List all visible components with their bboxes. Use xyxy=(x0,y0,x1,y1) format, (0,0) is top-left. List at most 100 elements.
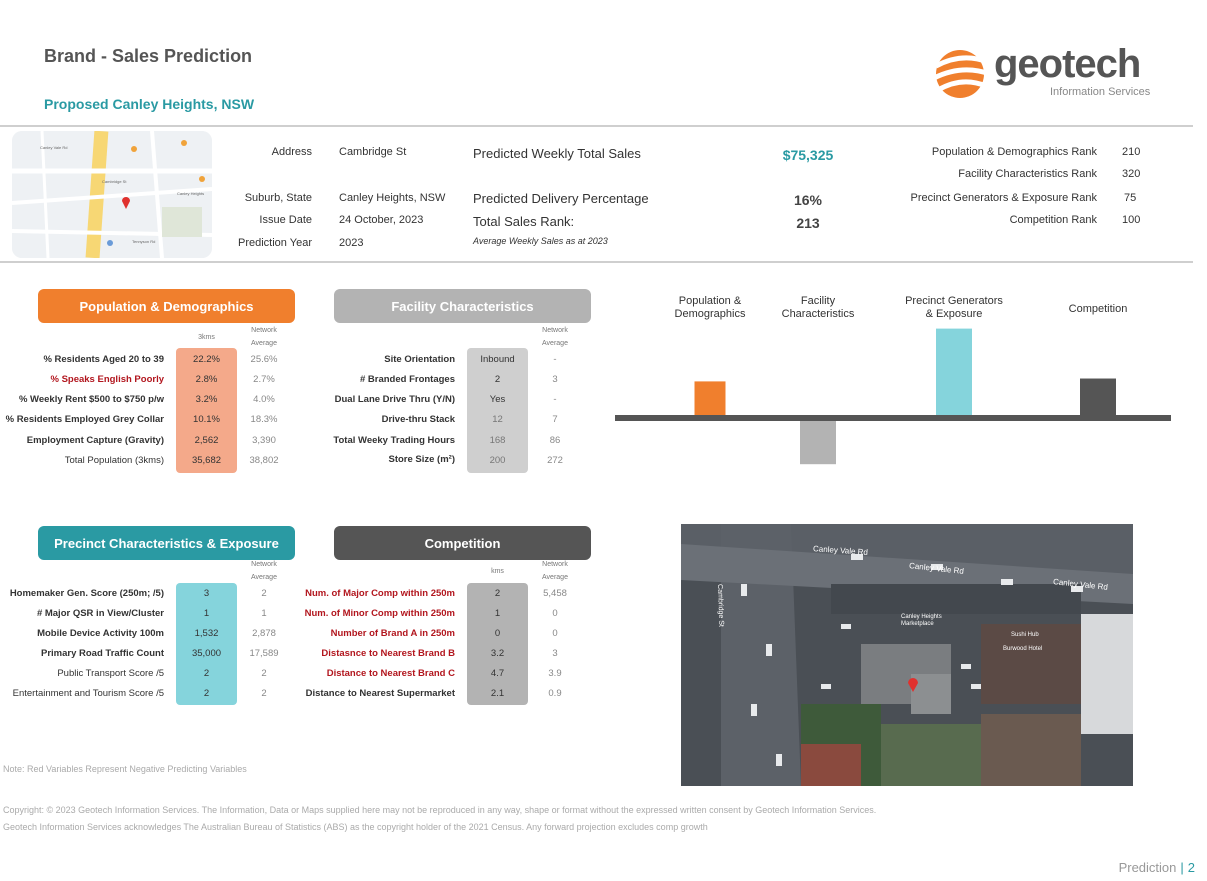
competition-panel-header: Competition xyxy=(334,526,591,560)
issue-date-value: 24 October, 2023 xyxy=(339,214,424,226)
aerial-road-label-4: Cambridge St xyxy=(716,584,725,628)
population-net-header: Network Average xyxy=(238,324,290,350)
chart-category-label: Precinct Generators & Exposure xyxy=(905,295,1003,320)
sales-rank-label: Total Sales Rank: xyxy=(473,214,575,229)
competition-col-header: kms xyxy=(491,568,504,575)
facility-row-value: Yes xyxy=(489,394,506,405)
population-panel-title: Population & Demographics xyxy=(79,298,254,314)
delivery-label: Predicted Delivery Percentage xyxy=(473,191,649,206)
address-label: Address xyxy=(271,146,312,158)
competition-row-network: 3.9 xyxy=(548,668,562,679)
prediction-year-label: Prediction Year xyxy=(238,237,312,249)
facility-row-value: 2 xyxy=(494,374,501,385)
page-footer: Prediction | 2 xyxy=(1119,860,1195,875)
population-row-value: 3.2% xyxy=(195,394,218,405)
facility-panel-title: Facility Characteristics xyxy=(391,298,534,314)
precinct-net-header: Network Average xyxy=(238,558,290,584)
aerial-pin-icon xyxy=(908,678,918,692)
population-row-label: Employment Capture (Gravity) xyxy=(26,435,164,446)
facility-net-header-line2: Average xyxy=(542,340,568,347)
facility-row-label: Site Orientation xyxy=(384,354,455,365)
copyright-line-1: Copyright: © 2023 Geotech Information Se… xyxy=(3,805,877,815)
facility-row-label: # Branded Frontages xyxy=(359,374,455,385)
chart-category-label: Competition xyxy=(1069,303,1128,315)
rank-label-precinct: Precinct Generators & Exposure Rank xyxy=(910,192,1097,204)
facility-row-network: 3 xyxy=(552,374,558,385)
geotech-logo: geotech Information Services xyxy=(932,42,1172,106)
competition-row-label: Number of Brand A in 250m xyxy=(330,628,455,639)
competition-net-header-line1: Network xyxy=(542,561,568,568)
population-row-value: 35,682 xyxy=(191,455,222,466)
precinct-row-value: 2 xyxy=(203,668,210,679)
facility-row-network: 272 xyxy=(547,455,563,466)
prediction-year-value: 2023 xyxy=(339,237,364,249)
rank-value-population: 210 xyxy=(1122,146,1141,158)
facility-row-network: 86 xyxy=(549,435,561,446)
population-net-header-line1: Network xyxy=(251,327,277,334)
competition-row-network: 5,458 xyxy=(543,588,567,599)
precinct-net-header-line2: Average xyxy=(251,574,277,581)
aerial-poi-label-3: Burwood Hotel xyxy=(1003,646,1043,652)
facility-net-header: Network Average xyxy=(530,324,580,350)
facility-row-label: Store Size (m²) xyxy=(388,454,455,465)
competition-row-value: 1 xyxy=(494,608,501,619)
chart-bar xyxy=(800,421,836,465)
competition-net-header: Network Average xyxy=(530,558,580,584)
map-label-road-2: Cambridge St xyxy=(102,179,127,184)
sales-note: Average Weekly Sales as at 2023 xyxy=(473,236,608,246)
precinct-row-network: 2 xyxy=(261,668,267,679)
chart-bar xyxy=(694,381,726,415)
precinct-row-value: 1 xyxy=(203,608,210,619)
population-row-network: 4.0% xyxy=(253,394,275,405)
logo-wordmark: geotech xyxy=(994,42,1141,86)
suburb-value: Canley Heights, NSW xyxy=(339,192,446,204)
facility-row-value: Inbound xyxy=(480,354,515,365)
location-map[interactable]: Canley Vale Rd Cambridge St Canley Heigh… xyxy=(12,131,212,258)
population-row-label: % Residents Aged 20 to 39 xyxy=(43,354,164,365)
facility-net-header-line1: Network xyxy=(542,327,568,334)
info-divider xyxy=(0,261,1193,263)
competition-row-value: 4.7 xyxy=(490,668,505,679)
precinct-row-value: 2 xyxy=(203,688,210,699)
precinct-row-label: Primary Road Traffic Count xyxy=(41,648,164,659)
competition-highlight-column xyxy=(467,583,528,705)
factor-bar-chart: Population & Demographics Facility Characte… xyxy=(615,295,1171,465)
page-subtitle: Proposed Canley Heights, NSW xyxy=(44,96,255,112)
aerial-poi-label-1: Canley Heights Marketplace xyxy=(901,614,942,627)
precinct-row-value: 35,000 xyxy=(191,648,222,659)
footer-section: Prediction xyxy=(1118,860,1177,875)
population-row-value: 22.2% xyxy=(193,354,220,365)
population-row-network: 3,390 xyxy=(252,435,276,446)
precinct-highlight-column xyxy=(176,583,237,705)
competition-row-network: 3 xyxy=(552,648,558,659)
aerial-map[interactable]: Canley Vale Rd Canley Vale Rd Canley Val… xyxy=(681,524,1133,786)
facility-row-value: 200 xyxy=(489,455,506,466)
facility-row-network: - xyxy=(553,394,557,405)
map-pin-icon xyxy=(122,197,130,209)
map-label-road-3: Canley Heights xyxy=(177,191,205,196)
footer-separator: | xyxy=(1180,860,1184,875)
population-highlight-column xyxy=(176,348,237,473)
negative-variables-note: Note: Red Variables Represent Negative P… xyxy=(3,764,247,774)
footer-page-number: 2 xyxy=(1187,860,1195,875)
weekly-sales-value: $75,325 xyxy=(782,147,834,163)
facility-row-label: Drive-thru Stack xyxy=(381,414,455,425)
copyright-line-2: Geotech Information Services acknowledge… xyxy=(3,822,708,832)
address-value: Cambridge St xyxy=(339,146,407,158)
precinct-row-network: 2 xyxy=(261,688,267,699)
map-label-road-4: Tennyson Rd xyxy=(132,239,156,244)
chart-baseline xyxy=(615,415,1171,421)
population-row-label: % Residents Employed Grey Collar xyxy=(5,414,164,425)
competition-net-header-line2: Average xyxy=(542,574,568,581)
population-row-network: 2.7% xyxy=(253,374,275,385)
competition-row-label: Distasnce to Nearest Brand B xyxy=(321,648,455,659)
competition-row-label: Distance to Nearest Brand C xyxy=(326,668,455,679)
population-panel-header: Population & Demographics xyxy=(38,289,295,323)
chart-bar xyxy=(936,328,972,415)
population-row-label: Total Population (3kms) xyxy=(64,455,164,466)
top-divider xyxy=(0,125,1193,127)
rank-label-facility: Facility Characteristics Rank xyxy=(958,168,1097,180)
precinct-panel-title: Precinct Characteristics & Exposure xyxy=(54,535,279,551)
chart-bar xyxy=(1080,378,1116,415)
competition-row-network: 0 xyxy=(552,608,558,619)
